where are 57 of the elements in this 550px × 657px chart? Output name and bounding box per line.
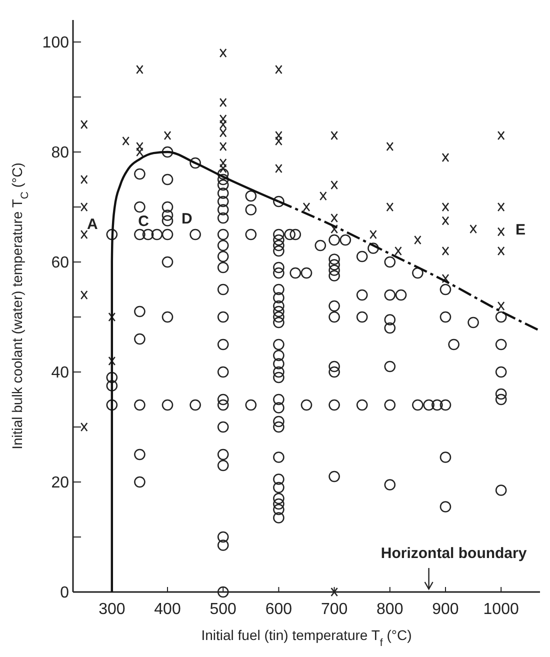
point xyxy=(108,356,116,366)
point xyxy=(122,136,130,146)
x-tick-label: 400 xyxy=(154,601,181,618)
x-tick-label: 700 xyxy=(320,601,348,618)
y-tick-label: 40 xyxy=(51,364,70,382)
point xyxy=(80,422,88,432)
point xyxy=(442,274,450,284)
annotation: E xyxy=(516,221,526,238)
point xyxy=(330,180,338,190)
point xyxy=(442,152,450,162)
point xyxy=(302,202,310,212)
y-tick-label: 80 xyxy=(51,144,70,162)
point xyxy=(386,202,394,212)
annotation: A xyxy=(87,216,98,233)
point xyxy=(370,230,377,240)
point xyxy=(80,290,88,300)
x-tick-label: 1000 xyxy=(483,601,519,618)
point xyxy=(386,142,394,152)
x-tick-label: 900 xyxy=(432,601,459,618)
point xyxy=(219,98,227,108)
point xyxy=(497,130,505,140)
x-axis-title: Initial fuel (tin) temperature T$_{f}$ (°C) xyxy=(201,627,412,649)
x-tick-label: 300 xyxy=(98,601,126,618)
point xyxy=(414,235,422,245)
point xyxy=(442,246,450,256)
point xyxy=(330,587,338,597)
point xyxy=(80,202,88,212)
annotation: Horizontal boundary xyxy=(380,545,528,562)
x-tick-label: 500 xyxy=(210,601,237,618)
point xyxy=(330,130,338,140)
annotation: C xyxy=(138,213,150,230)
point xyxy=(394,246,402,256)
point xyxy=(164,130,172,140)
point xyxy=(442,216,450,226)
point xyxy=(219,48,227,58)
point xyxy=(80,230,88,240)
point xyxy=(275,164,282,174)
x-tick-label: 600 xyxy=(265,601,292,618)
point xyxy=(80,174,88,184)
point xyxy=(470,224,477,234)
annotation: D xyxy=(182,210,193,228)
point xyxy=(275,64,282,74)
point xyxy=(497,301,505,311)
y-tick-label: 60 xyxy=(51,254,70,272)
point xyxy=(80,120,88,130)
point xyxy=(497,227,505,236)
point xyxy=(320,191,327,201)
point xyxy=(108,312,116,322)
point xyxy=(497,246,505,256)
point xyxy=(442,202,450,212)
point xyxy=(136,64,144,74)
point xyxy=(219,142,227,152)
y-tick-label: 0 xyxy=(60,584,70,602)
y-tick-label: 20 xyxy=(51,474,70,492)
x-tick-label: 800 xyxy=(376,601,404,618)
y-tick-label: 100 xyxy=(42,34,70,52)
point xyxy=(497,202,505,212)
